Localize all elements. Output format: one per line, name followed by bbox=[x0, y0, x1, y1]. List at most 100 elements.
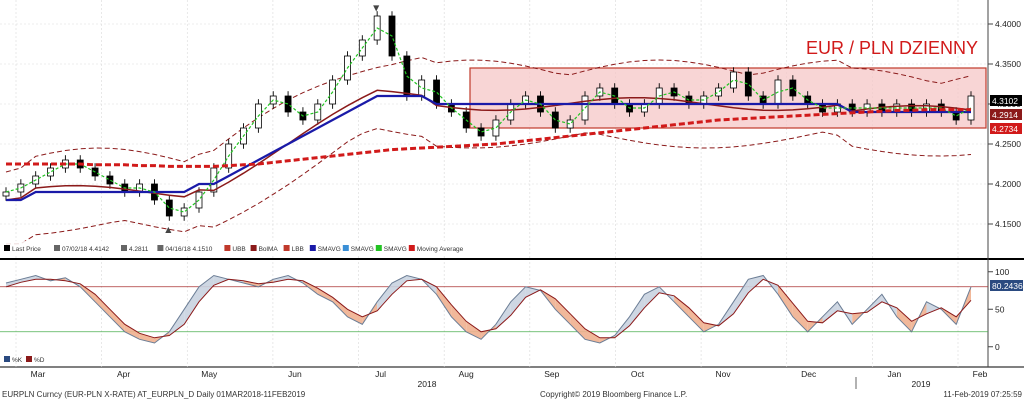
smavg-fast-line bbox=[5, 27, 972, 213]
legend-item-label: 04/16/18 4.1510 bbox=[165, 246, 212, 253]
stoch-tick-label: 100 bbox=[995, 267, 1009, 277]
stoch-fill-segment bbox=[109, 309, 125, 332]
price-tag-low: 4.2734 bbox=[990, 123, 1022, 134]
stoch-fill-segment bbox=[317, 288, 333, 302]
blue-line-icon bbox=[309, 245, 316, 251]
dashed-red-icon bbox=[224, 245, 231, 251]
candle-body bbox=[730, 71, 737, 89]
green-dashed-icon bbox=[375, 245, 382, 251]
year-label: 2018 bbox=[418, 379, 437, 389]
candle-body bbox=[165, 199, 173, 217]
legend-item-label: 07/02/18 4.4142 bbox=[62, 246, 109, 253]
stoch-fill-segment bbox=[184, 286, 199, 325]
high-marker: ▼ bbox=[373, 4, 380, 13]
candle-body bbox=[952, 111, 960, 121]
month-label: Aug bbox=[459, 369, 474, 379]
candle-body bbox=[566, 119, 574, 129]
stoch-tag-text: 80.2436 bbox=[992, 281, 1023, 291]
candle-body bbox=[180, 207, 188, 217]
stoch-tick-label: 0 bbox=[995, 342, 1000, 352]
crosshair-icon bbox=[121, 245, 127, 251]
candle-body bbox=[492, 119, 500, 137]
stoch-fill-segment bbox=[792, 303, 808, 332]
candle-body bbox=[477, 127, 485, 137]
month-label: Mar bbox=[31, 369, 46, 379]
stoch-fill-segment bbox=[733, 279, 749, 314]
darkred-line-icon bbox=[250, 245, 257, 251]
footer: EURPLN Curncy (EUR-PLN X-RATE) AT_EURPLN… bbox=[0, 389, 1024, 401]
legend-item-label: LBB bbox=[292, 246, 304, 253]
stoch-fill-segment bbox=[392, 275, 407, 295]
stoch-fill-segment bbox=[525, 286, 541, 298]
chart-title: EUR / PLN DZIENNY bbox=[806, 38, 978, 58]
footer-copyright: Copyright© 2019 Bloomberg Finance L.P. bbox=[540, 390, 688, 399]
high-marker-icon bbox=[54, 245, 60, 251]
upper-bollinger-band bbox=[5, 56, 972, 173]
month-label: Nov bbox=[716, 369, 732, 379]
legend-item-label: Last Price bbox=[12, 246, 41, 253]
candle-body bbox=[284, 95, 292, 113]
stoch-fill-segment bbox=[822, 301, 838, 323]
stoch-fill-segment bbox=[451, 304, 467, 332]
stoch-tick-label: 50 bbox=[995, 304, 1005, 314]
stoch-legend-d: %D bbox=[34, 357, 45, 364]
stoch-fill-segment bbox=[436, 286, 452, 317]
footer-source: EURPLN Curncy (EUR-PLN X-RATE) AT_EURPLN… bbox=[2, 390, 306, 399]
candle-body bbox=[106, 175, 114, 185]
legend-background bbox=[0, 241, 500, 255]
stoch-fill-segment bbox=[585, 328, 600, 343]
stoch-fill-segment bbox=[644, 286, 660, 308]
stoch-fill-segment bbox=[95, 294, 110, 317]
stoch-fill-segment bbox=[377, 283, 392, 311]
dashed-red-icon bbox=[283, 245, 290, 251]
stoch-fill-segment bbox=[555, 298, 571, 325]
price-tag-low-text: 4.2734 bbox=[992, 124, 1018, 134]
candle-body bbox=[47, 167, 54, 177]
month-label: Apr bbox=[117, 369, 130, 379]
low-marker-icon bbox=[157, 245, 164, 251]
stoch-fill-segment bbox=[926, 301, 942, 314]
stoch-fill-segment bbox=[243, 280, 259, 287]
moving-average-line bbox=[6, 108, 971, 168]
stoch-fill-segment bbox=[213, 275, 229, 286]
price-tick-label: 4.2500 bbox=[995, 139, 1021, 149]
stoch-fill-segment bbox=[466, 321, 482, 340]
candle-body bbox=[744, 71, 752, 97]
price-tag-last-text: 4.3102 bbox=[992, 96, 1018, 106]
stoch-fill-segment bbox=[629, 294, 645, 326]
stoch-legend-k: %K bbox=[12, 357, 23, 364]
price-tick-label: 4.2000 bbox=[995, 179, 1021, 189]
stoch-fill-segment bbox=[495, 301, 511, 329]
stoch-fill-segment bbox=[139, 333, 155, 343]
year-label: 2019 bbox=[912, 379, 931, 389]
stoch-fill-segment bbox=[347, 309, 363, 325]
low-marker: ▲ bbox=[165, 225, 172, 234]
month-label: May bbox=[201, 369, 218, 379]
price-tag-last: 4.3102 bbox=[990, 95, 1022, 106]
stoch-tag: 80.2436 bbox=[990, 280, 1023, 291]
stoch-fill-segment bbox=[748, 275, 764, 293]
legend-item-label: UBB bbox=[232, 246, 245, 253]
stoch-fill-segment bbox=[80, 283, 96, 302]
price-tick-label: 4.3500 bbox=[995, 59, 1021, 69]
stoch-pane bbox=[0, 262, 988, 367]
stoch-fill-segment bbox=[20, 275, 36, 283]
red-dashed-icon bbox=[408, 245, 415, 251]
stoch-fill-segment bbox=[674, 295, 689, 317]
stoch-fill-segment bbox=[273, 275, 289, 283]
legend-item-label: BolMA bbox=[259, 246, 279, 253]
month-label: Feb bbox=[973, 369, 988, 379]
price-tag-mid: 4.2914 bbox=[990, 109, 1022, 120]
month-label: Jul bbox=[375, 369, 386, 379]
stoch-fill-segment bbox=[332, 297, 348, 317]
candle-body bbox=[715, 87, 723, 97]
stoch-legend: %K %D bbox=[4, 356, 45, 364]
legend-item-label: SMAVG bbox=[318, 246, 341, 253]
price-tick-label: 4.1500 bbox=[995, 219, 1021, 229]
stoch-fill-segment bbox=[570, 313, 585, 340]
footer-timestamp: 11-Feb-2019 07:25:59 bbox=[943, 390, 1022, 399]
legend-item-label: SMAVG bbox=[384, 246, 407, 253]
stoch-fill-segment bbox=[763, 275, 778, 295]
candle-body bbox=[2, 191, 10, 197]
